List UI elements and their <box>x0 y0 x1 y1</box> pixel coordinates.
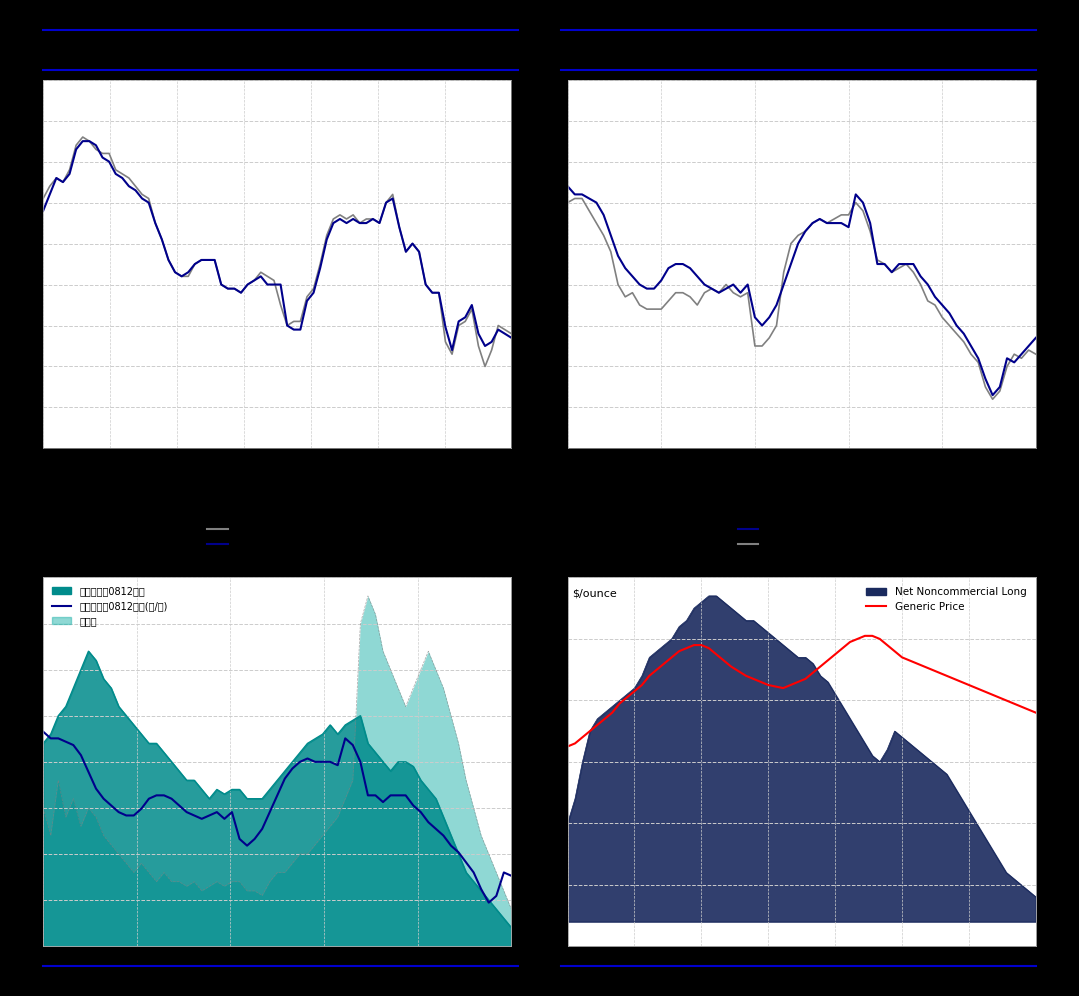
Legend: 上期所黄金0812(元/克), 美国现货价格折算成人民币(元/克): 上期所黄金0812(元/克), 美国现货价格折算成人民币(元/克) <box>734 520 870 554</box>
Legend: 上期所黄金0812持仓, 上期所黄金0812价格(元/克), 成交量: 上期所黄金0812持仓, 上期所黄金0812价格(元/克), 成交量 <box>49 583 172 629</box>
Text: $/ounce: $/ounce <box>572 589 617 599</box>
Legend: Net Noncommercial Long, Generic Price: Net Noncommercial Long, Generic Price <box>861 583 1030 617</box>
Legend: Gold Spot Price($/盎司), COMEX黄金连续($/盎司): Gold Spot Price($/盎司), COMEX黄金连续($/盎司) <box>203 520 352 554</box>
